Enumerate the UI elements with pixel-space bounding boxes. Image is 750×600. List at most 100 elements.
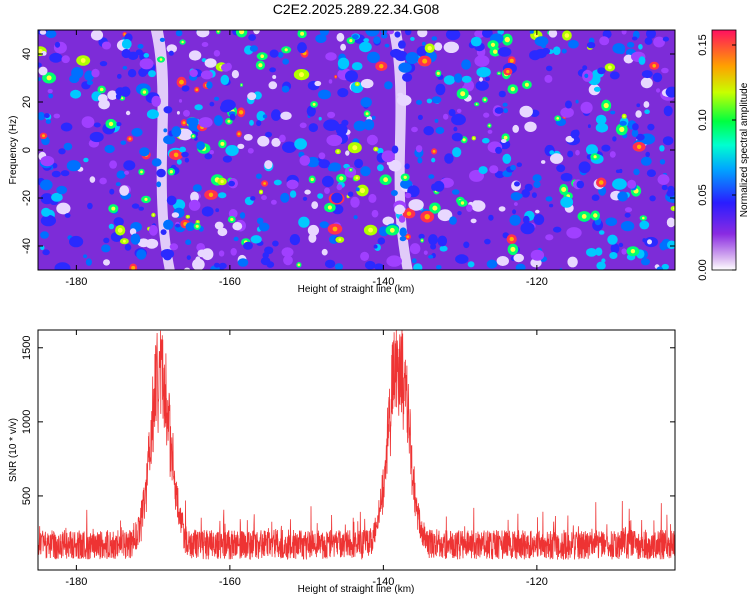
- heatmap-cell: [398, 62, 412, 73]
- heatmap-cell: [549, 150, 555, 155]
- heatmap-cell: [253, 30, 260, 35]
- heatmap-cell: [455, 254, 469, 264]
- heatmap-cell: [657, 174, 670, 185]
- heatmap-cell: [201, 206, 214, 217]
- heatmap-cell: [439, 245, 448, 252]
- heatmap-cell: [271, 109, 281, 121]
- heatmap-cell: [391, 145, 399, 154]
- heatmap-cell: [400, 179, 413, 189]
- heatmap-cell: [40, 214, 57, 227]
- heatmap-cell-core: [374, 148, 377, 151]
- heatmap-cell-core: [510, 86, 515, 92]
- heatmap-cell: [435, 83, 446, 96]
- heatmap-cell: [597, 67, 606, 75]
- heatmap-cell-core: [619, 126, 625, 132]
- heatmap-cell: [297, 42, 307, 54]
- heatmap-cell: [280, 111, 292, 121]
- heatmap-band-0: [150, 30, 175, 270]
- heatmap-cell: [198, 117, 213, 128]
- heatmap-cell: [299, 155, 311, 166]
- heatmap-cell-core: [368, 227, 373, 233]
- heatmap-cell: [117, 73, 122, 79]
- heatmap-cell-core: [179, 79, 184, 85]
- heatmap-cell-core: [230, 217, 234, 222]
- heatmap-cell: [360, 78, 374, 89]
- heatmap-cell-core: [506, 69, 510, 74]
- heatmap-cell: [184, 267, 191, 270]
- heatmap-cell: [497, 30, 504, 35]
- heatmap-cell: [518, 193, 523, 199]
- heatmap-cell: [283, 255, 293, 266]
- heatmap-cell: [575, 99, 579, 104]
- heatmap-cell: [570, 129, 579, 139]
- heatmap-cell: [476, 67, 491, 78]
- heatmap-cell: [66, 160, 81, 172]
- heatmap-cell: [548, 30, 558, 38]
- heatmap-cell-core: [504, 36, 510, 43]
- heatmap-cell: [364, 260, 376, 270]
- heatmap-cell: [451, 189, 460, 195]
- heatmap-cell: [265, 131, 272, 138]
- heatmap-cell: [617, 191, 628, 202]
- heatmap-cell: [137, 238, 150, 248]
- heatmap-cell-core: [556, 117, 559, 120]
- heatmap-cell: [422, 41, 426, 46]
- heatmap-cell: [194, 104, 203, 111]
- heatmap-cell: [461, 59, 471, 70]
- heatmap-cell: [40, 179, 53, 191]
- heatmap-cell: [289, 234, 301, 246]
- heatmap-cell: [326, 134, 343, 146]
- heatmap-cell-core: [379, 63, 384, 69]
- heatmap-cell: [560, 172, 573, 182]
- heatmap-cell-core: [181, 40, 184, 44]
- heatmap-cell: [449, 216, 457, 225]
- heatmap-cell: [91, 68, 100, 78]
- heatmap-cell: [488, 214, 494, 221]
- heatmap-cell: [124, 170, 130, 175]
- heatmap-cell: [247, 148, 254, 154]
- heatmap-cell-core: [509, 236, 514, 242]
- heatmap-cell: [107, 90, 118, 100]
- heatmap-cell: [176, 111, 180, 115]
- heatmap-cell: [485, 76, 490, 82]
- heatmap-cell: [229, 113, 236, 121]
- heatmap-cell: [318, 152, 326, 160]
- heatmap-cell: [139, 58, 154, 70]
- heatmap-cell: [352, 34, 359, 40]
- heatmap-cell-core: [475, 103, 478, 106]
- heatmap-cell: [130, 233, 141, 245]
- heatmap-cell: [317, 193, 324, 199]
- heatmap-cell: [498, 206, 506, 212]
- heatmap-cell: [647, 123, 655, 131]
- heatmap-cell: [344, 166, 357, 178]
- heatmap-cell: [185, 222, 195, 232]
- heatmap-cell: [640, 77, 653, 89]
- heatmap-cell: [89, 176, 96, 183]
- heatmap-cell: [612, 43, 626, 54]
- heatmap-cell: [649, 195, 656, 202]
- heatmap-cell: [636, 103, 641, 108]
- heatmap-cell-core: [593, 155, 597, 159]
- heatmap-cell: [335, 123, 348, 136]
- heatmap-cell: [175, 30, 183, 37]
- heatmap-cell: [85, 258, 92, 266]
- heatmap-cell-core: [421, 239, 424, 242]
- heatmap-cell-core: [422, 58, 428, 64]
- heatmap-cell: [587, 124, 591, 129]
- heatmap-cell: [104, 144, 115, 154]
- heatmap-cell-core: [581, 214, 587, 219]
- heatmap-cell: [541, 160, 546, 164]
- heatmap-cell: [599, 36, 610, 46]
- heatmap-cell: [368, 193, 377, 203]
- heatmap-cell-core: [488, 124, 491, 127]
- heatmap-cell: [503, 108, 509, 114]
- heatmap-cell: [605, 217, 618, 226]
- heatmap-cell: [327, 111, 336, 119]
- heatmap-cell-core: [117, 227, 123, 233]
- heatmap-cell: [443, 75, 455, 85]
- heatmap-cell: [560, 107, 574, 118]
- heatmap-cell: [51, 170, 61, 178]
- heatmap-cell: [231, 70, 239, 79]
- heatmap-cell-core: [38, 49, 43, 54]
- heatmap-cell: [318, 116, 322, 121]
